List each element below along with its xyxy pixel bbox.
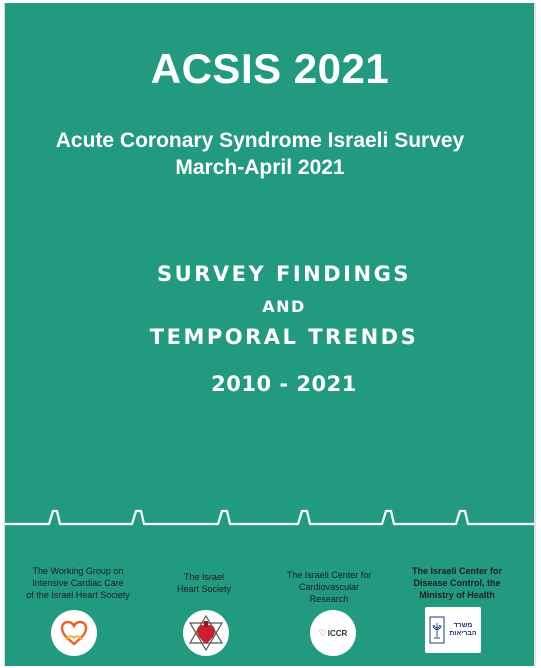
iccr-heart-icon: ♡ (318, 627, 327, 638)
iccr-logo: ♡ ICCR (310, 610, 356, 656)
org-working-group-line-2: Intensive Cardiac Care (32, 578, 124, 588)
heart-hands-icon (51, 610, 97, 656)
findings-heading-line-1: SURVEY FINDINGS (157, 262, 411, 286)
org-iccr-line-1: The Israeli Center for (286, 570, 372, 580)
org-iccr: The Israeli Center for Cardiovascular Re… (274, 569, 384, 605)
org-working-group-line-3: of the Israel Heart Society (26, 590, 130, 600)
ecg-line-divider (4, 509, 536, 526)
iccr-logo-text: ICCR (327, 628, 348, 638)
report-subtitle-line-1: Acute Coronary Syndrome Israeli Survey (55, 129, 465, 152)
org-heart-society-line-2: Heart Society (176, 584, 232, 594)
report-subtitle-line-2: March-April 2021 (175, 156, 345, 179)
org-working-group: The Working Group on Intensive Cardiac C… (18, 565, 138, 601)
org-ministry-of-health: The Israeli Center for Disease Control, … (397, 565, 517, 601)
org-working-group-line-1: The Working Group on (32, 566, 124, 576)
ministry-logo-text-line-1: משרד (453, 622, 473, 629)
ministry-of-health-logo: משרד הבריאות (425, 607, 481, 653)
org-ministry-line-2: Disease Control, the (413, 578, 501, 588)
ministry-logo-text-line-2: הבריאות (449, 630, 477, 637)
org-ministry-line-1: The Israeli Center for (411, 566, 503, 576)
findings-heading-line-2: AND (262, 297, 306, 316)
menorah-emblem-icon (429, 616, 445, 644)
findings-heading-line-3: TEMPORAL TRENDS (149, 325, 419, 349)
org-israel-heart-society: The Israel Heart Society (164, 571, 244, 595)
org-iccr-line-2: Cardiovascular (298, 582, 360, 592)
years-range: 2010 - 2021 (211, 372, 357, 396)
report-title: ACSIS 2021 (150, 45, 390, 92)
org-heart-society-line-1: The Israel (183, 572, 225, 582)
org-ministry-line-3: Ministry of Health (419, 590, 495, 600)
org-iccr-line-3: Research (309, 594, 349, 604)
heart-star-icon (183, 610, 229, 656)
ministry-logo-text: משרד הבריאות (449, 622, 476, 638)
report-cover: ACSIS 2021 Acute Coronary Syndrome Israe… (4, 3, 536, 666)
